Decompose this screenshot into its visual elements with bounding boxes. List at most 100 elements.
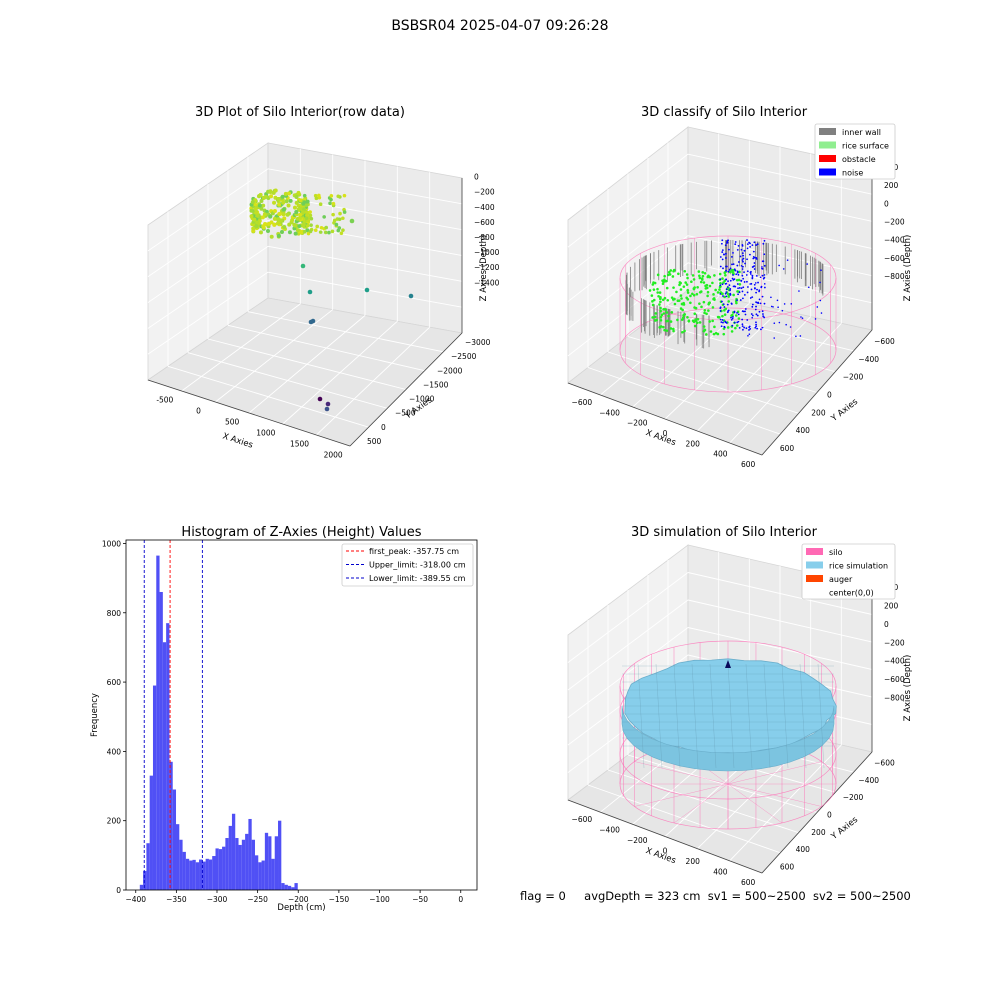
- histogram-bar: [281, 883, 285, 890]
- noise-point: [742, 328, 744, 331]
- noise-point: [725, 278, 727, 281]
- data-point: [301, 210, 306, 215]
- noise-point: [761, 310, 764, 313]
- noise-point: [763, 316, 766, 319]
- noise-point: [755, 274, 758, 277]
- noise-point: [754, 287, 756, 290]
- noise-point: [755, 323, 758, 326]
- rice-surface-point: [653, 315, 657, 319]
- histogram-bar: [146, 843, 150, 890]
- noise-point: [722, 267, 724, 270]
- noise-point: [733, 321, 736, 324]
- data-point: [269, 194, 274, 199]
- noise-point: [723, 253, 725, 256]
- data-point: [307, 289, 313, 295]
- noise-point: [729, 292, 732, 295]
- noise-point: [729, 279, 732, 282]
- data-point: [273, 188, 278, 193]
- auger-marker: [725, 660, 731, 668]
- rice-surface-point: [658, 291, 662, 294]
- rice-surface-point: [683, 329, 686, 333]
- rice-surface-point: [654, 312, 658, 315]
- rice-surface-point: [734, 326, 737, 330]
- grid-line: [687, 572, 873, 615]
- noise-point: [734, 241, 737, 243]
- y-tick-label: 1000: [102, 539, 121, 548]
- legend-label: silo: [829, 548, 843, 557]
- legend-swatch: [819, 155, 836, 162]
- noise-point: [760, 328, 762, 331]
- histogram-bar: [143, 870, 147, 890]
- noise-point: [736, 248, 739, 251]
- rice-surface-point: [657, 294, 660, 298]
- data-point: [263, 194, 268, 199]
- rice-surface-point: [686, 315, 689, 319]
- rice-surface-point: [658, 303, 661, 306]
- rice-surface-point: [677, 272, 680, 276]
- noise-point: [730, 318, 733, 321]
- chart-histogram: Histogram of Z-Axies (Height) Values −400…: [90, 525, 478, 913]
- histogram-bar: [235, 838, 239, 890]
- noise-point: [758, 298, 761, 301]
- x-tick-label: −200: [627, 419, 648, 428]
- grid-line: [567, 153, 689, 248]
- rice-surface-point: [699, 280, 703, 284]
- rice-surface-point: [681, 302, 685, 306]
- noise-point: [746, 270, 749, 273]
- noise-point: [737, 293, 739, 296]
- y-tick-label: 600: [780, 862, 795, 871]
- histogram-bar: [268, 836, 272, 890]
- rice-surface-point: [716, 332, 720, 336]
- x-tick-label: −300: [207, 895, 228, 904]
- data-point: [305, 224, 310, 228]
- rice-surface-point: [726, 326, 730, 329]
- noise-point: [743, 281, 746, 283]
- rice-surface-point: [693, 312, 697, 316]
- rice-surface-point: [677, 299, 681, 302]
- noise-point: [728, 248, 730, 251]
- noise-point: [721, 258, 724, 261]
- data-point: [305, 213, 309, 218]
- noise-point: [747, 286, 749, 288]
- rice-surface-point: [728, 270, 732, 274]
- x-axis-line: [567, 799, 763, 874]
- x-axis-label: Depth (cm): [277, 903, 325, 913]
- data-point: [334, 222, 339, 227]
- rice-surface-point: [698, 290, 702, 294]
- rice-surface-point: [681, 330, 684, 334]
- noise-point: [742, 260, 744, 263]
- noise-point: [722, 321, 724, 324]
- rice-surface-point: [716, 315, 720, 319]
- noise-point: [746, 280, 748, 283]
- noise-point: [755, 321, 757, 324]
- histogram-bar: [231, 813, 236, 890]
- rice-surface-point: [691, 292, 694, 296]
- noise-point: [742, 254, 745, 257]
- noise-point: [741, 259, 744, 261]
- noise-point: [719, 284, 722, 287]
- rice-surface-point: [697, 270, 701, 273]
- rice-surface-point: [698, 274, 701, 278]
- data-point: [285, 212, 290, 217]
- data-point: [256, 194, 261, 199]
- noise-point: [745, 327, 748, 330]
- rice-surface-point: [659, 306, 662, 310]
- rice-surface-point: [723, 309, 726, 312]
- rice-surface-point: [692, 293, 696, 297]
- histogram-bar: [238, 844, 242, 890]
- noise-point: [754, 282, 757, 284]
- noise-point: [746, 247, 749, 250]
- surface-mesh-line: [637, 663, 645, 769]
- legend-box: [341, 543, 474, 587]
- noise-point: [806, 263, 809, 265]
- data-point: [281, 207, 286, 212]
- data-point: [269, 220, 274, 225]
- noise-point: [734, 243, 737, 246]
- rice-surface-point: [707, 302, 710, 306]
- rice-surface-point: [707, 309, 710, 312]
- data-point: [249, 214, 254, 219]
- noise-point: [772, 306, 774, 308]
- noise-point: [732, 278, 735, 281]
- legend-label: first_peak: -357.75 cm: [369, 547, 459, 556]
- noise-point: [738, 326, 741, 329]
